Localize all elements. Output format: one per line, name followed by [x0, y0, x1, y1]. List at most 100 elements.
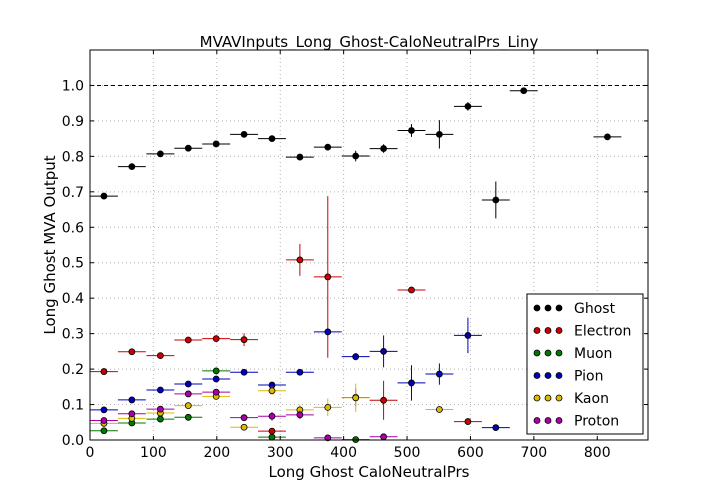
legend-marker [555, 372, 563, 379]
legend-label: Electron [574, 324, 631, 340]
data-point [212, 367, 220, 375]
data-point [128, 163, 136, 171]
legend-label: Pion [574, 369, 603, 385]
y-axis-label: Long Ghost MVA Output [41, 155, 59, 334]
data-point [268, 433, 276, 441]
y-tick-label: 0.5 [62, 256, 84, 272]
y-tick-label: 0.6 [62, 220, 84, 236]
legend-entry-muon: Muon [533, 346, 612, 362]
chart-title: MVAVInputs_Long_Ghost-CaloNeutralPrs_Lin… [200, 33, 539, 52]
legend-marker [533, 327, 541, 334]
y-tick-label: 0.1 [62, 398, 84, 414]
data-point [184, 413, 192, 421]
data-point [184, 336, 192, 344]
y-tick-label: 0.0 [62, 433, 84, 449]
legend-label: Proton [574, 414, 619, 430]
series-pion [90, 317, 510, 431]
data-point [380, 145, 387, 152]
data-point [128, 410, 136, 418]
legend-marker [533, 349, 541, 357]
data-point [324, 143, 332, 151]
data-point [464, 102, 472, 110]
legend-marker [555, 417, 563, 424]
data-point [268, 412, 276, 420]
legend-marker [533, 417, 541, 424]
data-point [464, 332, 472, 339]
data-point [296, 153, 304, 161]
data-point [156, 352, 164, 360]
axis-ticks: 0 100 200 300 400 500 600 700 800 0.0 0.1 0.2 0.3 0.4… [62, 50, 648, 461]
data-point [100, 427, 108, 435]
data-point [352, 152, 360, 160]
data-point [100, 368, 108, 375]
legend-entry-ghost: Ghost [533, 301, 616, 317]
data-point [296, 256, 304, 264]
y-tick-label: 0.7 [62, 185, 84, 201]
legend-entry-pion: Pion [533, 369, 603, 385]
x-tick-label: 400 [330, 445, 357, 461]
data-point [240, 336, 248, 344]
data-point [240, 414, 248, 422]
legend-entry-electron: Electron [533, 324, 631, 340]
data-point [128, 348, 136, 356]
plot-frame [89, 49, 649, 441]
data-point [184, 390, 192, 398]
legend-marker [544, 304, 552, 312]
series-ghost [90, 87, 622, 219]
data-point [324, 273, 332, 281]
x-tick-label: 500 [394, 445, 421, 461]
series-proton [90, 388, 398, 442]
data-point [156, 415, 164, 423]
data-point [268, 135, 276, 143]
legend-box [526, 293, 644, 435]
data-point [352, 353, 360, 361]
x-tick-label: 300 [267, 445, 294, 461]
y-tick-label: 0.3 [62, 327, 84, 343]
data-point [212, 335, 220, 343]
x-axis-label: Long Ghost CaloNeutralPrs [269, 463, 470, 481]
data-point [492, 196, 500, 204]
data-point [240, 368, 248, 376]
legend-marker [544, 327, 552, 334]
data-point [128, 396, 136, 404]
data-point [435, 130, 443, 138]
legend-marker [533, 394, 541, 402]
data-point [212, 140, 220, 148]
data-point [240, 423, 248, 431]
y-tick-label: 0.4 [62, 291, 84, 307]
data-point [156, 386, 164, 394]
data-point [324, 328, 332, 336]
legend-marker [555, 304, 563, 312]
legend-label: Muon [574, 346, 612, 362]
x-tick-label: 100 [140, 445, 167, 461]
legend-marker [544, 349, 552, 357]
data-point [408, 286, 415, 294]
data-point [352, 394, 360, 402]
legend: Ghost Electron Muon Pion Kaon Proton [526, 293, 644, 435]
data-point [296, 411, 304, 419]
data-point [100, 192, 108, 200]
legend-label: Kaon [574, 391, 609, 407]
data-point [604, 133, 611, 141]
legend-entry-proton: Proton [533, 414, 619, 430]
data-point [408, 127, 415, 134]
x-tick-label: 700 [520, 445, 547, 461]
data-point [212, 375, 220, 383]
data-point [156, 405, 164, 413]
series-kaon [90, 383, 454, 431]
data-point [492, 424, 500, 431]
data-point [408, 379, 415, 387]
data-point [268, 387, 276, 395]
legend-marker [533, 372, 541, 379]
legend-marker [555, 327, 563, 334]
x-tick-label: 600 [457, 445, 484, 461]
data-point [324, 403, 332, 411]
x-tick-label: 800 [584, 445, 611, 461]
legend-label: Ghost [574, 301, 616, 317]
data-point [435, 406, 443, 413]
data-point [268, 427, 276, 435]
y-tick-label: 0.2 [62, 362, 84, 378]
legend-marker [544, 417, 552, 424]
y-tick-label: 0.9 [62, 114, 84, 130]
data-point [100, 406, 108, 414]
